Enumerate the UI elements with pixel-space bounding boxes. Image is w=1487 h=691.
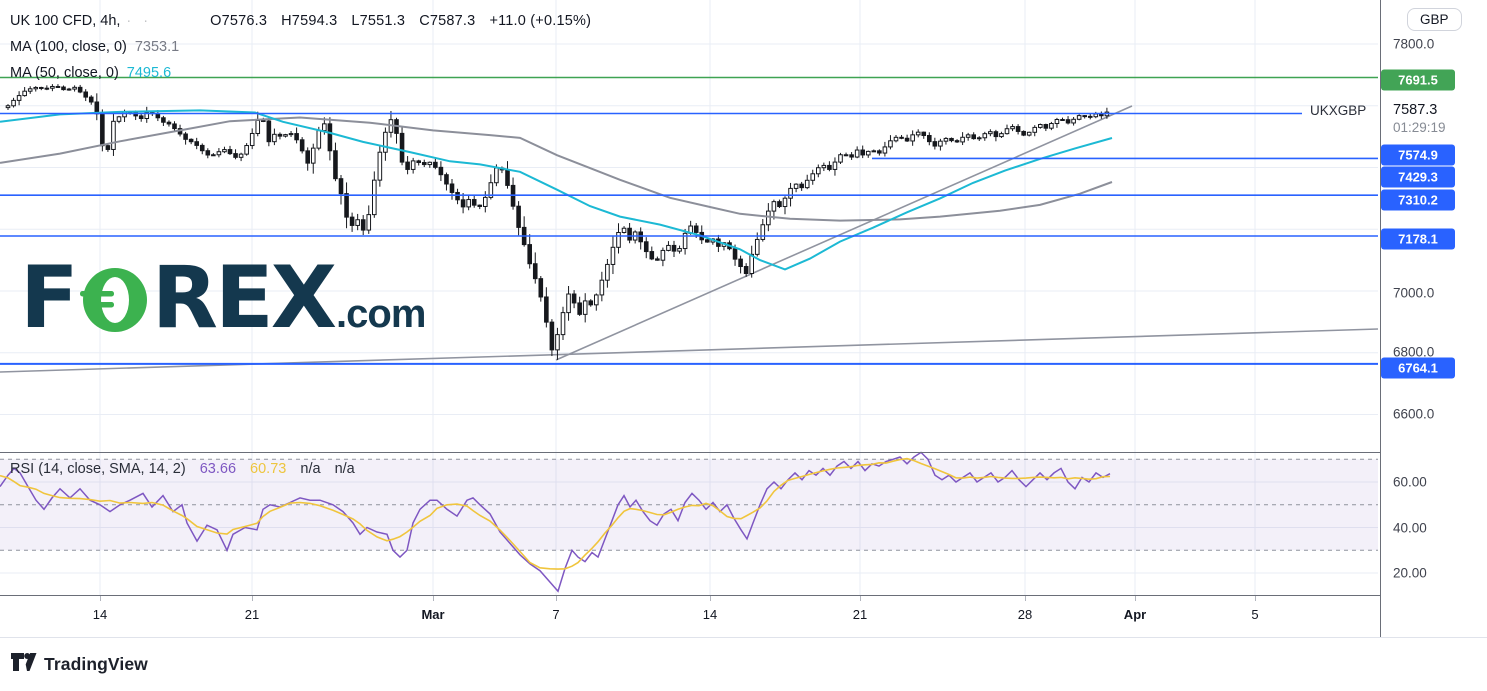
rsi-lower-na: n/a (334, 461, 355, 477)
ma100-value: 7353.1 (134, 39, 180, 55)
watermark-letter-f: F (20, 248, 79, 348)
ma100-label: MA (100, close, 0) (10, 39, 127, 55)
ma50-legend-row[interactable]: MA (50, close, 0) 7495.6 (10, 60, 591, 86)
price-axis[interactable]: GBP 7587.3 01:29:19 7800.0 7000.0 6800.0 66… (1380, 0, 1487, 637)
current-price-value: 7587.3 (1393, 102, 1438, 118)
time-label-7[interactable]: 7 (552, 607, 560, 622)
chart-bottom-border (0, 637, 1487, 638)
price-level-badge-7691.5: 7691.5 (1381, 69, 1455, 91)
watermark-dot-com: .com (336, 292, 426, 336)
current-price-label: 7587.3 01:29:19 (1393, 102, 1446, 136)
tradingview-wordmark: TradingView (44, 654, 148, 674)
forex-com-watermark-logo: F REX .com (20, 248, 426, 348)
tradingview-attribution[interactable]: TradingView (10, 650, 148, 679)
time-label-14[interactable]: 14 (92, 607, 108, 622)
price-level-lines[interactable] (0, 76, 1378, 365)
watermark-o-icon (79, 264, 150, 339)
symbol-title-faded: · · (126, 13, 153, 29)
close-value: C7587.3 (419, 13, 476, 29)
price-line-symbol-label[interactable]: UKXGBP (1310, 103, 1367, 118)
rsi-value: 63.66 (199, 461, 237, 477)
axis-tick-6800.0: 6800.0 (1393, 344, 1435, 360)
time-tick-mark (710, 596, 711, 601)
axis-tick-7000.0: 7000.0 (1393, 285, 1435, 301)
rsi-sma-line[interactable] (0, 457, 1111, 570)
time-label-28[interactable]: 28 (1017, 607, 1033, 622)
currency-toggle-button[interactable]: GBP (1407, 8, 1462, 31)
symbol-title: UK 100 CFD, 4h, (10, 13, 121, 29)
rsi-line[interactable] (0, 451, 1111, 593)
symbol-legend-row[interactable]: UK 100 CFD, 4h, · · O7576.3 H7594.3 L755… (10, 8, 591, 34)
axis-tick-6600.0: 6600.0 (1393, 406, 1435, 422)
ma100-legend-row[interactable]: MA (100, close, 0) 7353.1 (10, 34, 591, 60)
time-tick-mark (252, 596, 253, 601)
rsi-legend-row[interactable]: RSI (14, close, SMA, 14, 2) 63.66 60.73 … (10, 461, 355, 477)
axis-tick-60.00: 60.00 (1393, 474, 1427, 490)
time-tick-mark (1135, 596, 1136, 601)
price-level-badge-7310.2: 7310.2 (1381, 189, 1455, 211)
chart-plot-area[interactable]: UK 100 CFD, 4h, · · O7576.3 H7594.3 L755… (0, 0, 1380, 637)
high-value: H7594.3 (281, 13, 338, 29)
pane-separator-lower[interactable] (0, 595, 1487, 596)
time-label-5[interactable]: 5 (1251, 607, 1259, 622)
time-tick-mark (433, 596, 434, 601)
chart-legend: UK 100 CFD, 4h, · · O7576.3 H7594.3 L755… (10, 8, 591, 86)
axis-tick-40.00: 40.00 (1393, 520, 1427, 536)
time-tick-mark (100, 596, 101, 601)
open-value: O7576.3 (210, 13, 268, 29)
axis-tick-7800.0: 7800.0 (1393, 36, 1435, 52)
watermark-letters-rex: REX (151, 248, 337, 348)
rsi-upper-na: n/a (300, 461, 321, 477)
pane-separator-upper[interactable] (0, 452, 1487, 453)
price-level-badge-7178.1: 7178.1 (1381, 228, 1455, 250)
time-tick-mark (556, 596, 557, 601)
time-tick-mark (860, 596, 861, 601)
axis-tick-20.00: 20.00 (1393, 565, 1427, 581)
chart-canvas[interactable] (0, 0, 1380, 637)
ohlc-values: O7576.3 H7594.3 L7551.3 C7587.3 +11.0 (+… (210, 8, 591, 34)
ma100-line[interactable] (0, 116, 1113, 222)
rsi-band (0, 458, 1378, 551)
low-value: L7551.3 (351, 13, 406, 29)
rsi-label: RSI (14, close, SMA, 14, 2) (10, 461, 186, 477)
time-tick-mark (1025, 596, 1026, 601)
time-label-apr[interactable]: Apr (1123, 607, 1147, 622)
tradingview-icon (10, 650, 37, 679)
price-level-badge-7429.3: 7429.3 (1381, 166, 1455, 188)
time-label-21[interactable]: 21 (244, 607, 260, 622)
time-label-21[interactable]: 21 (852, 607, 868, 622)
price-level-badge-6764.1: 6764.1 (1381, 357, 1455, 379)
time-tick-mark (1255, 596, 1256, 601)
change-value: +11.0 (+0.15%) (489, 13, 592, 29)
ma50-label: MA (50, close, 0) (10, 65, 119, 81)
time-label-mar[interactable]: Mar (421, 607, 445, 622)
time-label-14[interactable]: 14 (702, 607, 718, 622)
bar-countdown: 01:29:19 (1393, 120, 1446, 135)
rsi-sma-value: 60.73 (250, 461, 287, 477)
price-level-badge-7574.9: 7574.9 (1381, 144, 1455, 166)
ma50-value: 7495.6 (126, 65, 172, 81)
